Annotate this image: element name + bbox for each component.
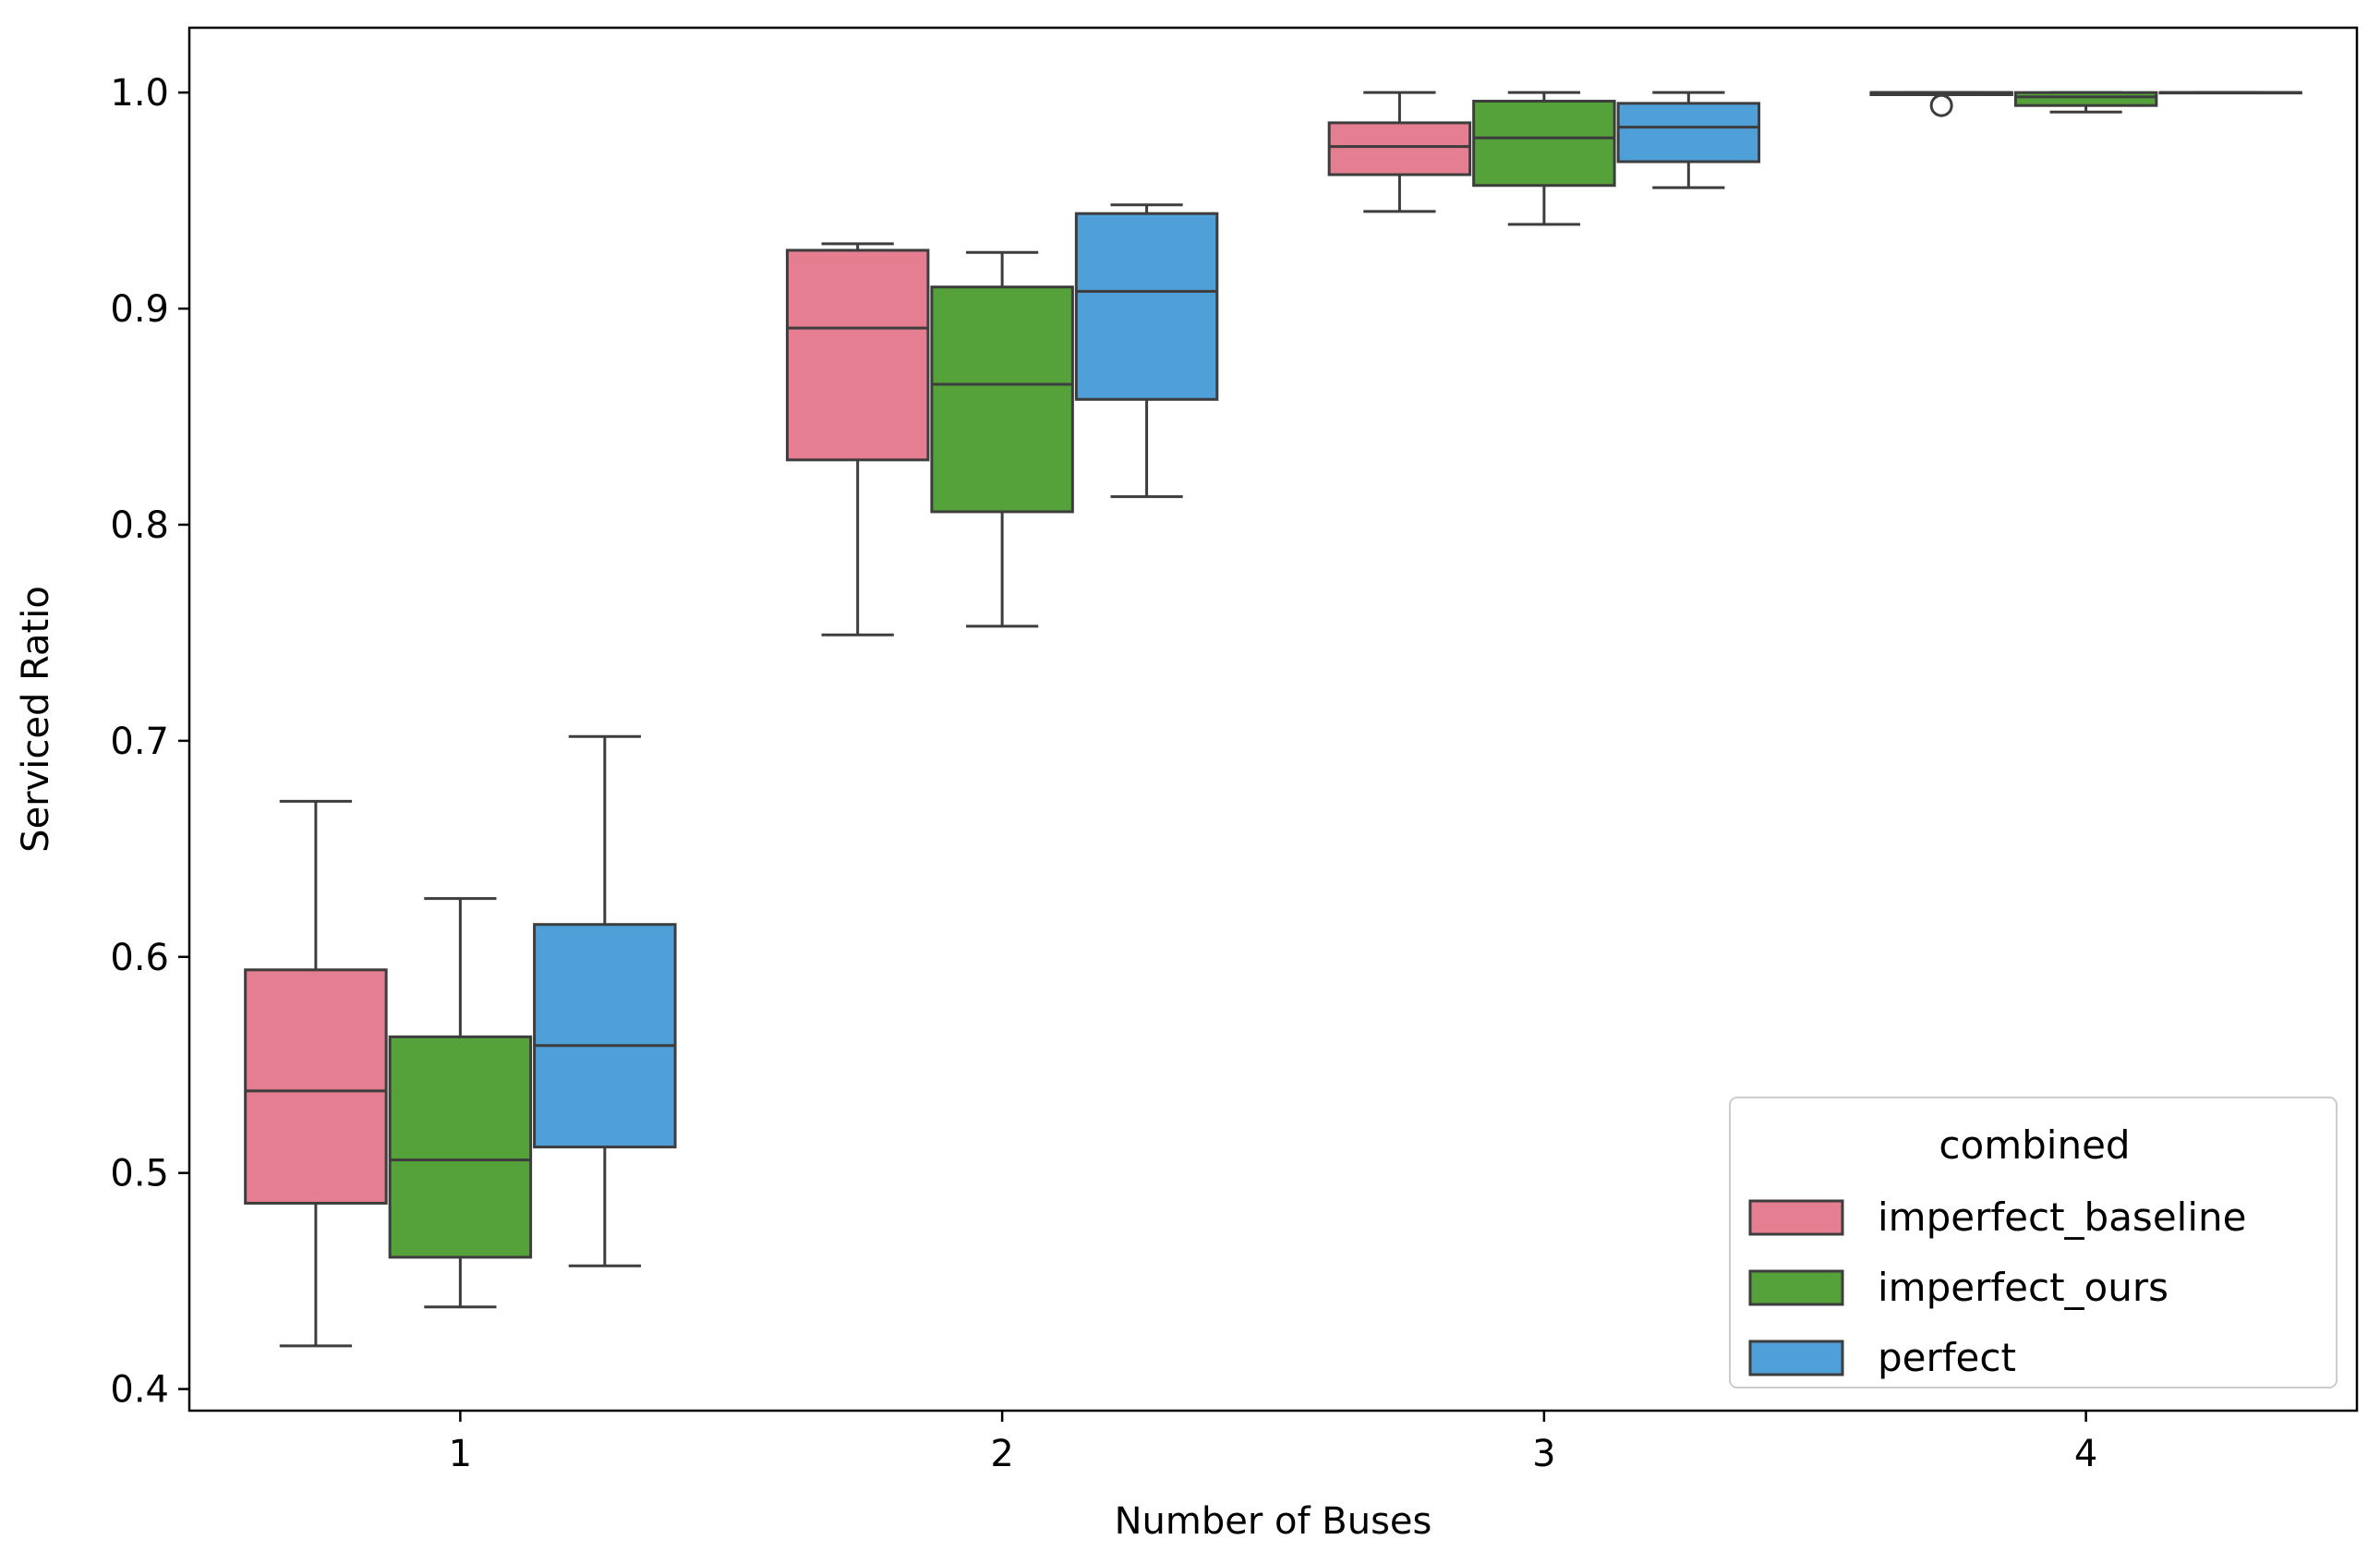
box-iqr <box>1074 212 1219 401</box>
y-tick-label: 0.8 <box>110 504 169 547</box>
box-iqr <box>533 923 677 1149</box>
legend-swatch <box>1748 1199 1844 1236</box>
box-imperfect_ours-2 <box>930 250 1074 628</box>
y-tick-label: 1.0 <box>110 72 169 115</box>
x-tick-label: 3 <box>1532 1433 1555 1475</box>
box-imperfect_baseline-3 <box>1327 91 1472 213</box>
legend-label: perfect <box>1878 1335 2016 1380</box>
box-imperfect_ours-3 <box>1472 91 1616 226</box>
box-perfect-4 <box>2158 91 2302 95</box>
box-iqr <box>1327 121 1472 176</box>
y-tick-label: 0.4 <box>110 1369 169 1412</box>
plot-frame <box>187 26 2359 1412</box>
box-iqr <box>388 1035 533 1259</box>
x-tick-label: 1 <box>449 1433 472 1475</box>
y-axis: 0.4 0.5 0.6 0.7 0.8 0.9 1.0 <box>110 72 189 1412</box>
legend-label: imperfect_baseline <box>1878 1194 2246 1240</box>
legend-title: combined <box>1939 1122 2130 1168</box>
legend: combined imperfect_baseline imperfect_our… <box>1729 1097 2338 1388</box>
box-iqr <box>244 968 388 1205</box>
y-tick-label: 0.7 <box>110 721 169 763</box>
box-imperfect_baseline-1 <box>244 799 388 1348</box>
x-tick-label: 2 <box>990 1433 1013 1475</box>
box-iqr <box>1616 102 1761 164</box>
x-axis: 1 2 3 4 <box>449 1411 2097 1475</box>
box-iqr <box>2013 91 2158 107</box>
y-tick-label: 0.9 <box>110 288 169 331</box>
box-perfect-1 <box>533 734 677 1267</box>
legend-swatch <box>1748 1269 1844 1306</box>
box-imperfect_ours-1 <box>388 897 533 1309</box>
box-perfect-3 <box>1616 91 1761 189</box>
legend-swatch <box>1748 1340 1844 1376</box>
box-iqr <box>785 249 930 462</box>
box-iqr <box>1472 100 1616 188</box>
legend-frame <box>1729 1097 2338 1388</box>
x-tick-label: 4 <box>2074 1433 2097 1475</box>
box-imperfect_baseline-2 <box>785 242 930 637</box>
y-tick-label: 0.6 <box>110 937 169 979</box>
box-iqr <box>930 285 1074 514</box>
x-axis-title: Number of Buses <box>1115 1500 1432 1543</box>
legend-label: imperfect_ours <box>1878 1265 2169 1310</box>
y-axis-title: Serviced Ratio <box>15 586 57 853</box>
boxes-layer <box>244 91 2302 1348</box>
y-tick-label: 0.5 <box>110 1153 169 1195</box>
box-perfect-2 <box>1074 203 1219 499</box>
outlier-point <box>1929 93 1953 117</box>
box-imperfect_baseline-4 <box>1869 91 2013 117</box>
box-imperfect_ours-4 <box>2013 91 2158 114</box>
